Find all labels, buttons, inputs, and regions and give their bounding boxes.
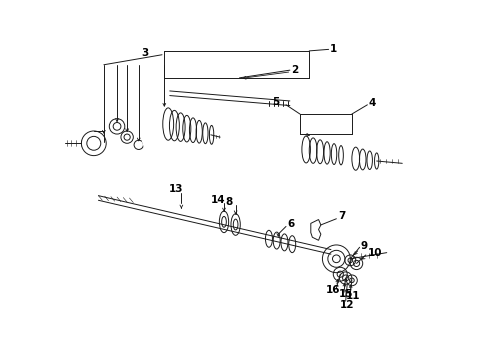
Text: 16: 16 (325, 285, 340, 295)
Text: 7: 7 (338, 211, 345, 221)
Text: 11: 11 (345, 291, 360, 301)
Text: 10: 10 (368, 248, 382, 258)
Text: 5: 5 (272, 97, 280, 107)
Text: 4: 4 (369, 98, 376, 108)
Text: 9: 9 (361, 241, 368, 251)
Text: 12: 12 (340, 300, 355, 310)
Text: 13: 13 (169, 184, 183, 194)
Text: 15: 15 (339, 289, 353, 299)
Text: 2: 2 (292, 65, 299, 75)
Text: 6: 6 (288, 219, 295, 229)
Text: 8: 8 (226, 197, 233, 207)
Text: 3: 3 (141, 48, 148, 58)
Text: 14: 14 (211, 194, 225, 204)
Text: 1: 1 (330, 44, 338, 54)
